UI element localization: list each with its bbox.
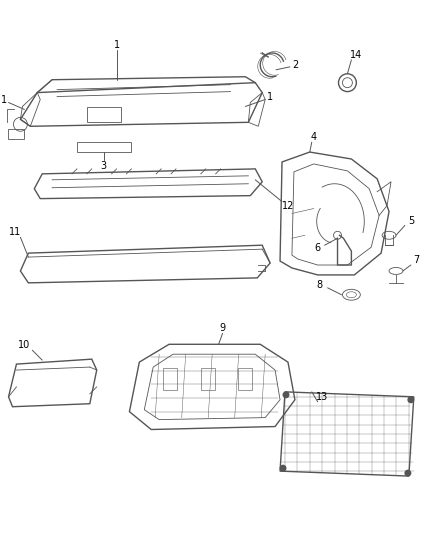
Bar bbox=[77, 142, 131, 152]
Text: 11: 11 bbox=[9, 227, 21, 237]
Text: 12: 12 bbox=[282, 200, 294, 211]
Circle shape bbox=[408, 397, 413, 402]
Text: 3: 3 bbox=[101, 161, 107, 171]
Text: 1: 1 bbox=[113, 40, 120, 50]
Text: 10: 10 bbox=[18, 340, 31, 350]
Text: 14: 14 bbox=[350, 50, 363, 60]
Bar bbox=[238, 368, 252, 390]
Text: 2: 2 bbox=[292, 60, 298, 70]
Circle shape bbox=[405, 470, 411, 476]
Text: 7: 7 bbox=[413, 255, 420, 265]
Bar bbox=[163, 368, 177, 390]
Text: 6: 6 bbox=[314, 243, 321, 253]
Circle shape bbox=[280, 465, 286, 471]
Text: 4: 4 bbox=[311, 132, 317, 142]
Text: 1: 1 bbox=[0, 94, 7, 104]
Circle shape bbox=[283, 392, 289, 398]
Text: 9: 9 bbox=[219, 324, 226, 334]
Bar bbox=[201, 368, 215, 390]
Text: 8: 8 bbox=[317, 280, 323, 290]
Text: 13: 13 bbox=[315, 392, 328, 402]
Bar bbox=[87, 108, 121, 122]
Text: 1: 1 bbox=[267, 92, 273, 102]
Text: 5: 5 bbox=[408, 216, 414, 227]
